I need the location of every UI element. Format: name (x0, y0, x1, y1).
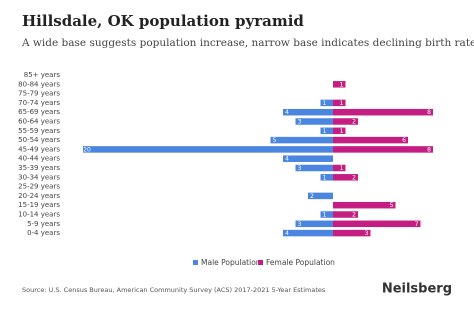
y-tick-label: 15-19 years (18, 201, 60, 209)
data-label: 1 (340, 100, 344, 107)
data-label: 3 (298, 119, 302, 126)
data-label: 2 (352, 119, 356, 126)
data-label: 3 (365, 230, 369, 237)
legend-swatch (193, 260, 198, 265)
y-tick-label: 55-59 years (18, 127, 60, 135)
bar (333, 201, 396, 209)
bar (320, 174, 333, 181)
bar (295, 220, 333, 228)
bar (283, 155, 333, 162)
bar (83, 146, 333, 153)
data-label: 1 (323, 100, 327, 107)
data-label: 6 (402, 137, 406, 144)
legend-swatch (258, 260, 263, 265)
bar (295, 118, 333, 125)
y-tick-label: 45-49 years (18, 145, 60, 153)
data-label: 5 (390, 202, 394, 209)
data-label: 1 (340, 128, 344, 135)
bar (320, 99, 333, 107)
bar (270, 136, 333, 144)
y-tick-label: 80-84 years (18, 80, 60, 88)
brand-logo: Neilsberg (382, 282, 452, 297)
bar (333, 81, 346, 88)
y-tick-label: 50-54 years (18, 136, 60, 144)
data-label: 8 (427, 109, 431, 116)
bar (333, 118, 358, 125)
data-label: 1 (323, 212, 327, 219)
bar (333, 220, 421, 228)
y-tick-label: 60-64 years (18, 118, 60, 126)
source-note: Source: U.S. Census Bureau, American Com… (22, 286, 326, 294)
bar (333, 99, 346, 107)
bar (333, 146, 433, 153)
chart-subtitle: A wide base suggests population increase… (21, 37, 474, 49)
y-tick-label: 0-4 years (27, 229, 60, 237)
y-tick-label: 85+ years (24, 71, 61, 79)
y-tick-label: 75-79 years (18, 90, 60, 98)
data-label: 4 (285, 230, 289, 237)
bar (333, 164, 346, 172)
y-tick-label: 70-74 years (18, 99, 60, 107)
legend-label: Female Population (266, 258, 335, 267)
y-tick-label: 65-69 years (18, 108, 60, 116)
data-label: 1 (323, 174, 327, 181)
data-label: 4 (285, 109, 289, 116)
bar (333, 211, 358, 218)
data-label: 7 (415, 221, 419, 228)
data-label: 3 (298, 165, 302, 172)
chart-title: Hillsdale, OK population pyramid (22, 12, 304, 30)
data-label: 1 (323, 128, 327, 135)
data-label: 4 (285, 156, 289, 163)
y-tick-label: 40-44 years (18, 155, 60, 163)
data-label: 20 (83, 146, 91, 153)
y-tick-label: 5-9 years (27, 220, 60, 228)
y-tick-label: 20-24 years (18, 192, 60, 200)
data-label: 1 (340, 165, 344, 172)
bar (333, 229, 371, 237)
data-label: 5 (273, 137, 277, 144)
bar (295, 164, 333, 172)
bar (283, 229, 333, 237)
y-tick-label: 35-39 years (18, 164, 60, 172)
y-tick-label: 30-34 years (18, 173, 60, 181)
y-tick-label: 10-14 years (18, 211, 60, 219)
data-label: 2 (310, 193, 314, 200)
bar (333, 136, 408, 144)
bar (320, 211, 333, 218)
data-label: 8 (427, 146, 431, 153)
bar (333, 174, 358, 181)
data-label: 1 (340, 81, 344, 88)
bar (333, 127, 346, 135)
data-label: 2 (352, 174, 356, 181)
bar (333, 108, 433, 116)
bar (283, 108, 333, 116)
y-tick-label: 25-29 years (18, 183, 60, 191)
data-label: 2 (352, 212, 356, 219)
legend-label: Male Population (201, 258, 261, 267)
bar (320, 127, 333, 135)
data-label: 3 (298, 221, 302, 228)
bar (308, 192, 333, 200)
